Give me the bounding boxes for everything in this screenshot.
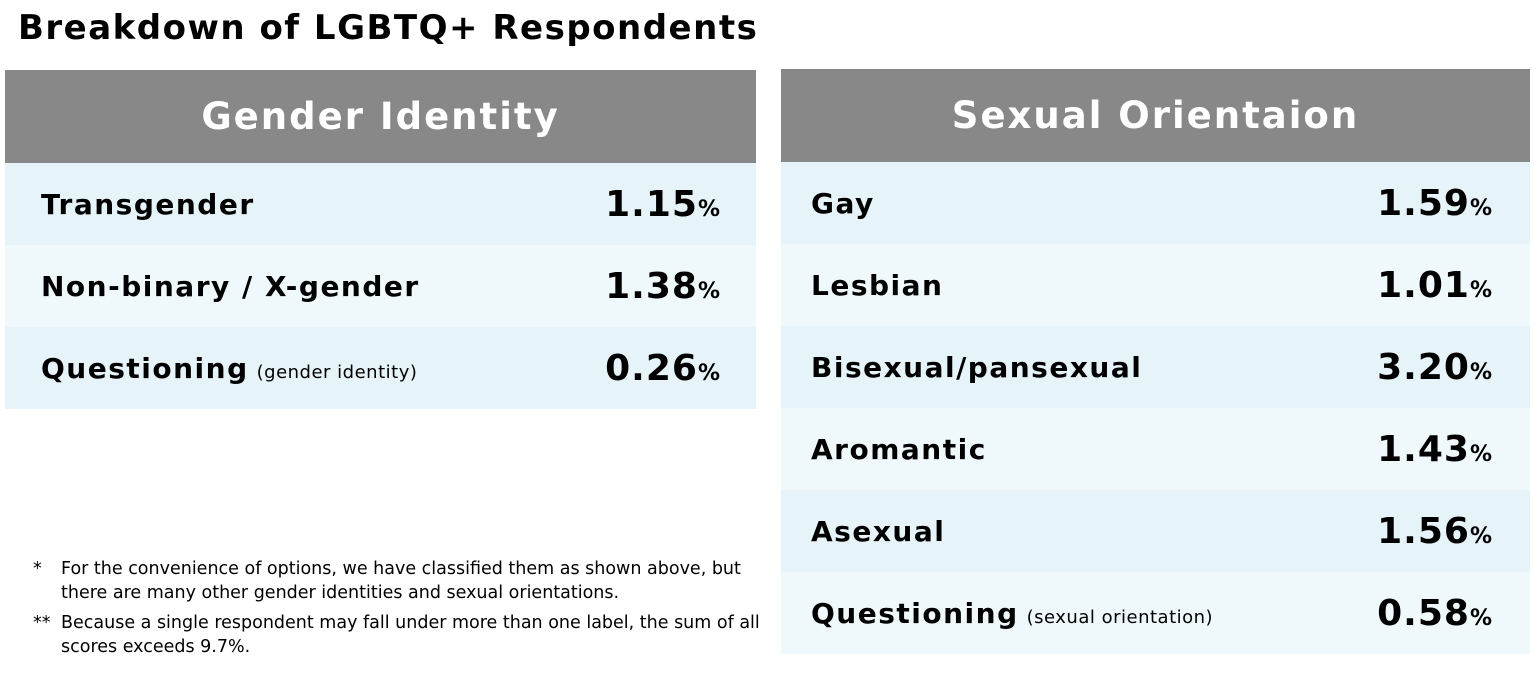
table-body: Transgender 1.15% Non-binary / X-gender 1.3… [5, 163, 756, 409]
value-number: 1.43 [1377, 428, 1470, 470]
gender-table: Gender Identity Transgender 1.15% Non-binar… [5, 70, 756, 409]
label-text: Gay [811, 186, 875, 220]
page-title: Breakdown of LGBTQ+ Respondents [18, 8, 759, 48]
row-label: Transgender [41, 188, 255, 221]
row-label: Non-binary / X-gender [41, 270, 420, 303]
row-label: Gay [811, 187, 875, 220]
label-text: Transgender [41, 187, 255, 221]
table-row: Bisexual/pansexual 3.20% [781, 326, 1530, 408]
label-text: Questioning [41, 351, 249, 385]
value-unit: % [697, 278, 720, 304]
table-row: Gay 1.59% [781, 162, 1530, 244]
orientation-table: Sexual Orientaion Gay 1.59% Lesbian 1.01% Bis… [781, 69, 1530, 654]
footnote-marker: ** [33, 613, 51, 633]
label-text: Aromantic [811, 432, 987, 466]
value-unit: % [1469, 195, 1492, 221]
value-number: 3.20 [1377, 346, 1470, 388]
row-label: Questioning (sexual orientation) [811, 597, 1213, 630]
label-note: (gender identity) [256, 361, 418, 383]
value-unit: % [1469, 523, 1492, 549]
row-label: Asexual [811, 515, 945, 548]
table-row: Questioning (gender identity) 0.26% [5, 327, 756, 409]
table-body: Gay 1.59% Lesbian 1.01% Bisexual/pansexual 3.… [781, 162, 1530, 654]
footnote-text: For the convenience of options, we have … [61, 559, 741, 603]
value-unit: % [1469, 441, 1492, 467]
label-text: Asexual [811, 514, 946, 548]
value-unit: % [697, 360, 720, 386]
row-label: Lesbian [811, 269, 943, 302]
value-unit: % [1469, 605, 1492, 631]
table-header: Gender Identity [5, 70, 756, 163]
row-label: Bisexual/pansexual [811, 351, 1142, 384]
footnotes: * For the convenience of options, we have… [33, 557, 763, 665]
table-row: Aromantic 1.43% [781, 408, 1530, 490]
value-number: 1.56 [1377, 510, 1470, 552]
row-value: 1.38% [605, 266, 720, 307]
row-value: 1.59% [1377, 183, 1492, 224]
row-value: 1.56% [1377, 511, 1492, 552]
value-number: 1.01 [1377, 264, 1470, 306]
footnote-marker: * [33, 559, 42, 579]
table-row: Lesbian 1.01% [781, 244, 1530, 326]
value-unit: % [697, 196, 720, 222]
row-value: 1.43% [1377, 429, 1492, 470]
table-row: Non-binary / X-gender 1.38% [5, 245, 756, 327]
footnote: ** Because a single respondent may fall u… [33, 611, 763, 659]
row-value: 0.58% [1377, 593, 1492, 634]
footnote-text: Because a single respondent may fall und… [61, 613, 760, 657]
value-number: 0.58 [1377, 592, 1470, 634]
table-row: Asexual 1.56% [781, 490, 1530, 572]
label-text: Bisexual/pansexual [811, 350, 1143, 384]
footnote: * For the convenience of options, we have… [33, 557, 763, 605]
value-unit: % [1469, 277, 1492, 303]
label-text: Non-binary / X-gender [41, 269, 420, 303]
value-number: 1.38 [605, 265, 698, 307]
row-value: 1.01% [1377, 265, 1492, 306]
row-label: Aromantic [811, 433, 987, 466]
label-note: (sexual orientation) [1026, 606, 1214, 628]
value-number: 1.59 [1377, 182, 1470, 224]
label-text: Lesbian [811, 268, 944, 302]
row-value: 3.20% [1377, 347, 1492, 388]
table-row: Questioning (sexual orientation) 0.58% [781, 572, 1530, 654]
row-label: Questioning (gender identity) [41, 352, 417, 385]
table-header: Sexual Orientaion [781, 69, 1530, 162]
value-unit: % [1469, 359, 1492, 385]
value-number: 1.15 [605, 183, 698, 225]
value-number: 0.26 [605, 347, 698, 389]
row-value: 0.26% [605, 348, 720, 389]
table-row: Transgender 1.15% [5, 163, 756, 245]
row-value: 1.15% [605, 184, 720, 225]
label-text: Questioning [811, 596, 1019, 630]
